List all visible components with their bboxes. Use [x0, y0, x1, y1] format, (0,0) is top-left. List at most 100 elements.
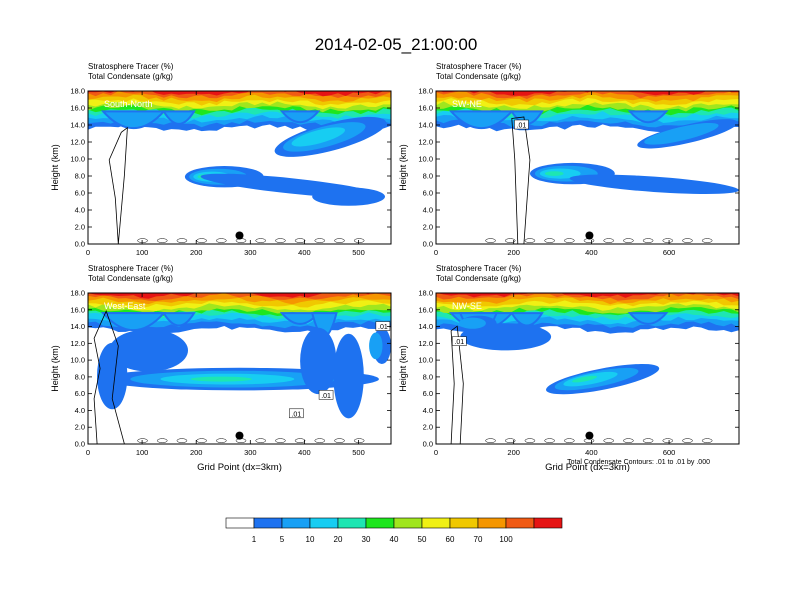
- y-tick-label: 4.0: [423, 206, 433, 215]
- contour-label-3: .01: [378, 324, 388, 331]
- tracer-intrusion-3: [279, 110, 321, 124]
- surface-contour: [353, 238, 365, 243]
- panel-subtitle-line2: Total Condensate (g/kg): [436, 72, 521, 81]
- y-tick-label: 8.0: [423, 172, 433, 181]
- tracer-blob-3-level-1: [312, 187, 385, 206]
- x-tick-label: 300: [244, 448, 257, 457]
- x-tick-label: 200: [507, 448, 520, 457]
- location-marker: [585, 431, 594, 440]
- x-tick-label: 400: [585, 248, 598, 257]
- y-tick-label: 6.0: [423, 389, 433, 398]
- surface-contour: [334, 438, 345, 443]
- tracer-blob-2-level-1: [569, 174, 739, 194]
- surface-contour: [196, 238, 207, 243]
- x-tick-label: 400: [585, 448, 598, 457]
- surface-contour: [275, 438, 286, 443]
- plot-frame: [435, 292, 740, 445]
- colorbar: 1 5 10 20 30 40 50 60 70 100: [225, 517, 563, 544]
- tracer-blob-6-level-2: [369, 332, 383, 360]
- panel-2: .01 0.0 2.0 4.0 6.0 8.0 10.0 12.0 14.0 16.0 18.0 0 2…: [398, 62, 740, 257]
- x-axis-label: Grid Point (dx=3km): [545, 462, 630, 473]
- colorbar-label-40: 40: [390, 535, 399, 544]
- surface-contour: [275, 238, 286, 243]
- tracer-blob-4-level-3: [291, 127, 346, 147]
- y-tick-label: 14.0: [418, 322, 433, 331]
- tracer-blob-3-level-2: [458, 317, 486, 329]
- surface-contour: [294, 438, 306, 443]
- surface-contour: [255, 438, 266, 443]
- surface-contour: [196, 438, 207, 443]
- colorbar-label-60: 60: [446, 535, 455, 544]
- y-tick-label: 6.0: [75, 189, 85, 198]
- colorbar-swatch-4: [309, 517, 339, 529]
- y-axis-label: Height (km): [398, 345, 408, 392]
- colorbar-swatch-6: [365, 517, 395, 529]
- colorbar-swatch-9: [449, 517, 479, 529]
- x-tick-label: 0: [434, 248, 438, 257]
- surface-contour: [314, 238, 326, 243]
- y-tick-label: 4.0: [75, 206, 85, 215]
- y-tick-label: 2.0: [75, 223, 85, 232]
- contour-label-box-2: [318, 390, 334, 400]
- panel-3: .01 .01 .01 0.0 2.0 4.0 6.0 8.0 10.0 12.0 14.0 16.0…: [50, 264, 392, 473]
- contour-label-1: .01: [454, 339, 464, 346]
- panel-subtitle-line2: Total Condensate (g/kg): [436, 274, 521, 283]
- panel-1: 0.0 2.0 4.0 6.0 8.0 10.0 12.0 14.0 16.0 18.0 0 100 2…: [50, 62, 392, 257]
- panel-subtitle-line2: Total Condensate (g/kg): [88, 274, 173, 283]
- tracer-intrusion-4: [100, 312, 166, 331]
- contour-label-box-1: [514, 119, 529, 130]
- surface-contour: [294, 238, 306, 243]
- y-tick-label: 8.0: [423, 372, 433, 381]
- surface-contour: [156, 238, 168, 243]
- y-axis-label: Height (km): [50, 345, 60, 392]
- y-tick-label: 8.0: [75, 172, 85, 181]
- y-axis-label: Height (km): [398, 144, 408, 191]
- colorbar-label-1: 1: [252, 535, 257, 544]
- plot-area: [436, 293, 739, 444]
- colorbar-label-10: 10: [306, 535, 315, 544]
- location-marker: [585, 231, 594, 240]
- y-tick-label: 6.0: [75, 389, 85, 398]
- tracer-band-10: [436, 293, 739, 301]
- y-tick-label: 10.0: [418, 356, 433, 365]
- y-tick-label: 0.0: [75, 240, 85, 249]
- x-tick-label: 500: [352, 448, 365, 457]
- surface-contour: [485, 238, 496, 243]
- surface-contour: [662, 438, 674, 443]
- surface-contour: [603, 438, 614, 443]
- tracer-intrusion-2: [161, 110, 196, 125]
- surface-contour: [642, 238, 654, 243]
- tracer-blob-4-level-1: [300, 327, 337, 395]
- contour-label-2: .01: [321, 393, 331, 400]
- tracer-intrusion-3: [627, 110, 669, 124]
- plot-area: [436, 91, 739, 244]
- surface-contour: [623, 238, 634, 243]
- x-tick-label: 500: [352, 248, 365, 257]
- y-tick-label: 2.0: [75, 423, 85, 432]
- tracer-blob-1-level-4: [572, 375, 597, 383]
- surface-contour: [564, 238, 575, 243]
- surface-contour: [682, 438, 693, 443]
- y-tick-label: 18.0: [418, 87, 433, 96]
- y-tick-label: 12.0: [70, 339, 85, 348]
- y-tick-label: 0.0: [75, 440, 85, 449]
- tracer-blob-5-level-1: [333, 333, 364, 419]
- y-tick-label: 8.0: [75, 372, 85, 381]
- colorbar-swatch-1: [225, 517, 255, 529]
- surface-contour: [623, 438, 634, 443]
- surface-contour: [255, 238, 266, 243]
- y-tick-label: 18.0: [70, 289, 85, 298]
- y-tick-label: 12.0: [418, 138, 433, 147]
- surface-contour: [504, 438, 516, 443]
- colorbar-label-70: 70: [474, 535, 483, 544]
- colorbar-swatch-12: [533, 517, 563, 529]
- colorbar-label-50: 50: [418, 535, 427, 544]
- plot-frame: [87, 90, 392, 245]
- condensate-contour-line: [93, 310, 125, 444]
- colorbar-label-100: 100: [499, 535, 513, 544]
- colorbar-swatch-2: [253, 517, 283, 529]
- plot-area: [88, 293, 391, 444]
- surface-contour: [544, 238, 555, 243]
- y-tick-label: 14.0: [418, 121, 433, 130]
